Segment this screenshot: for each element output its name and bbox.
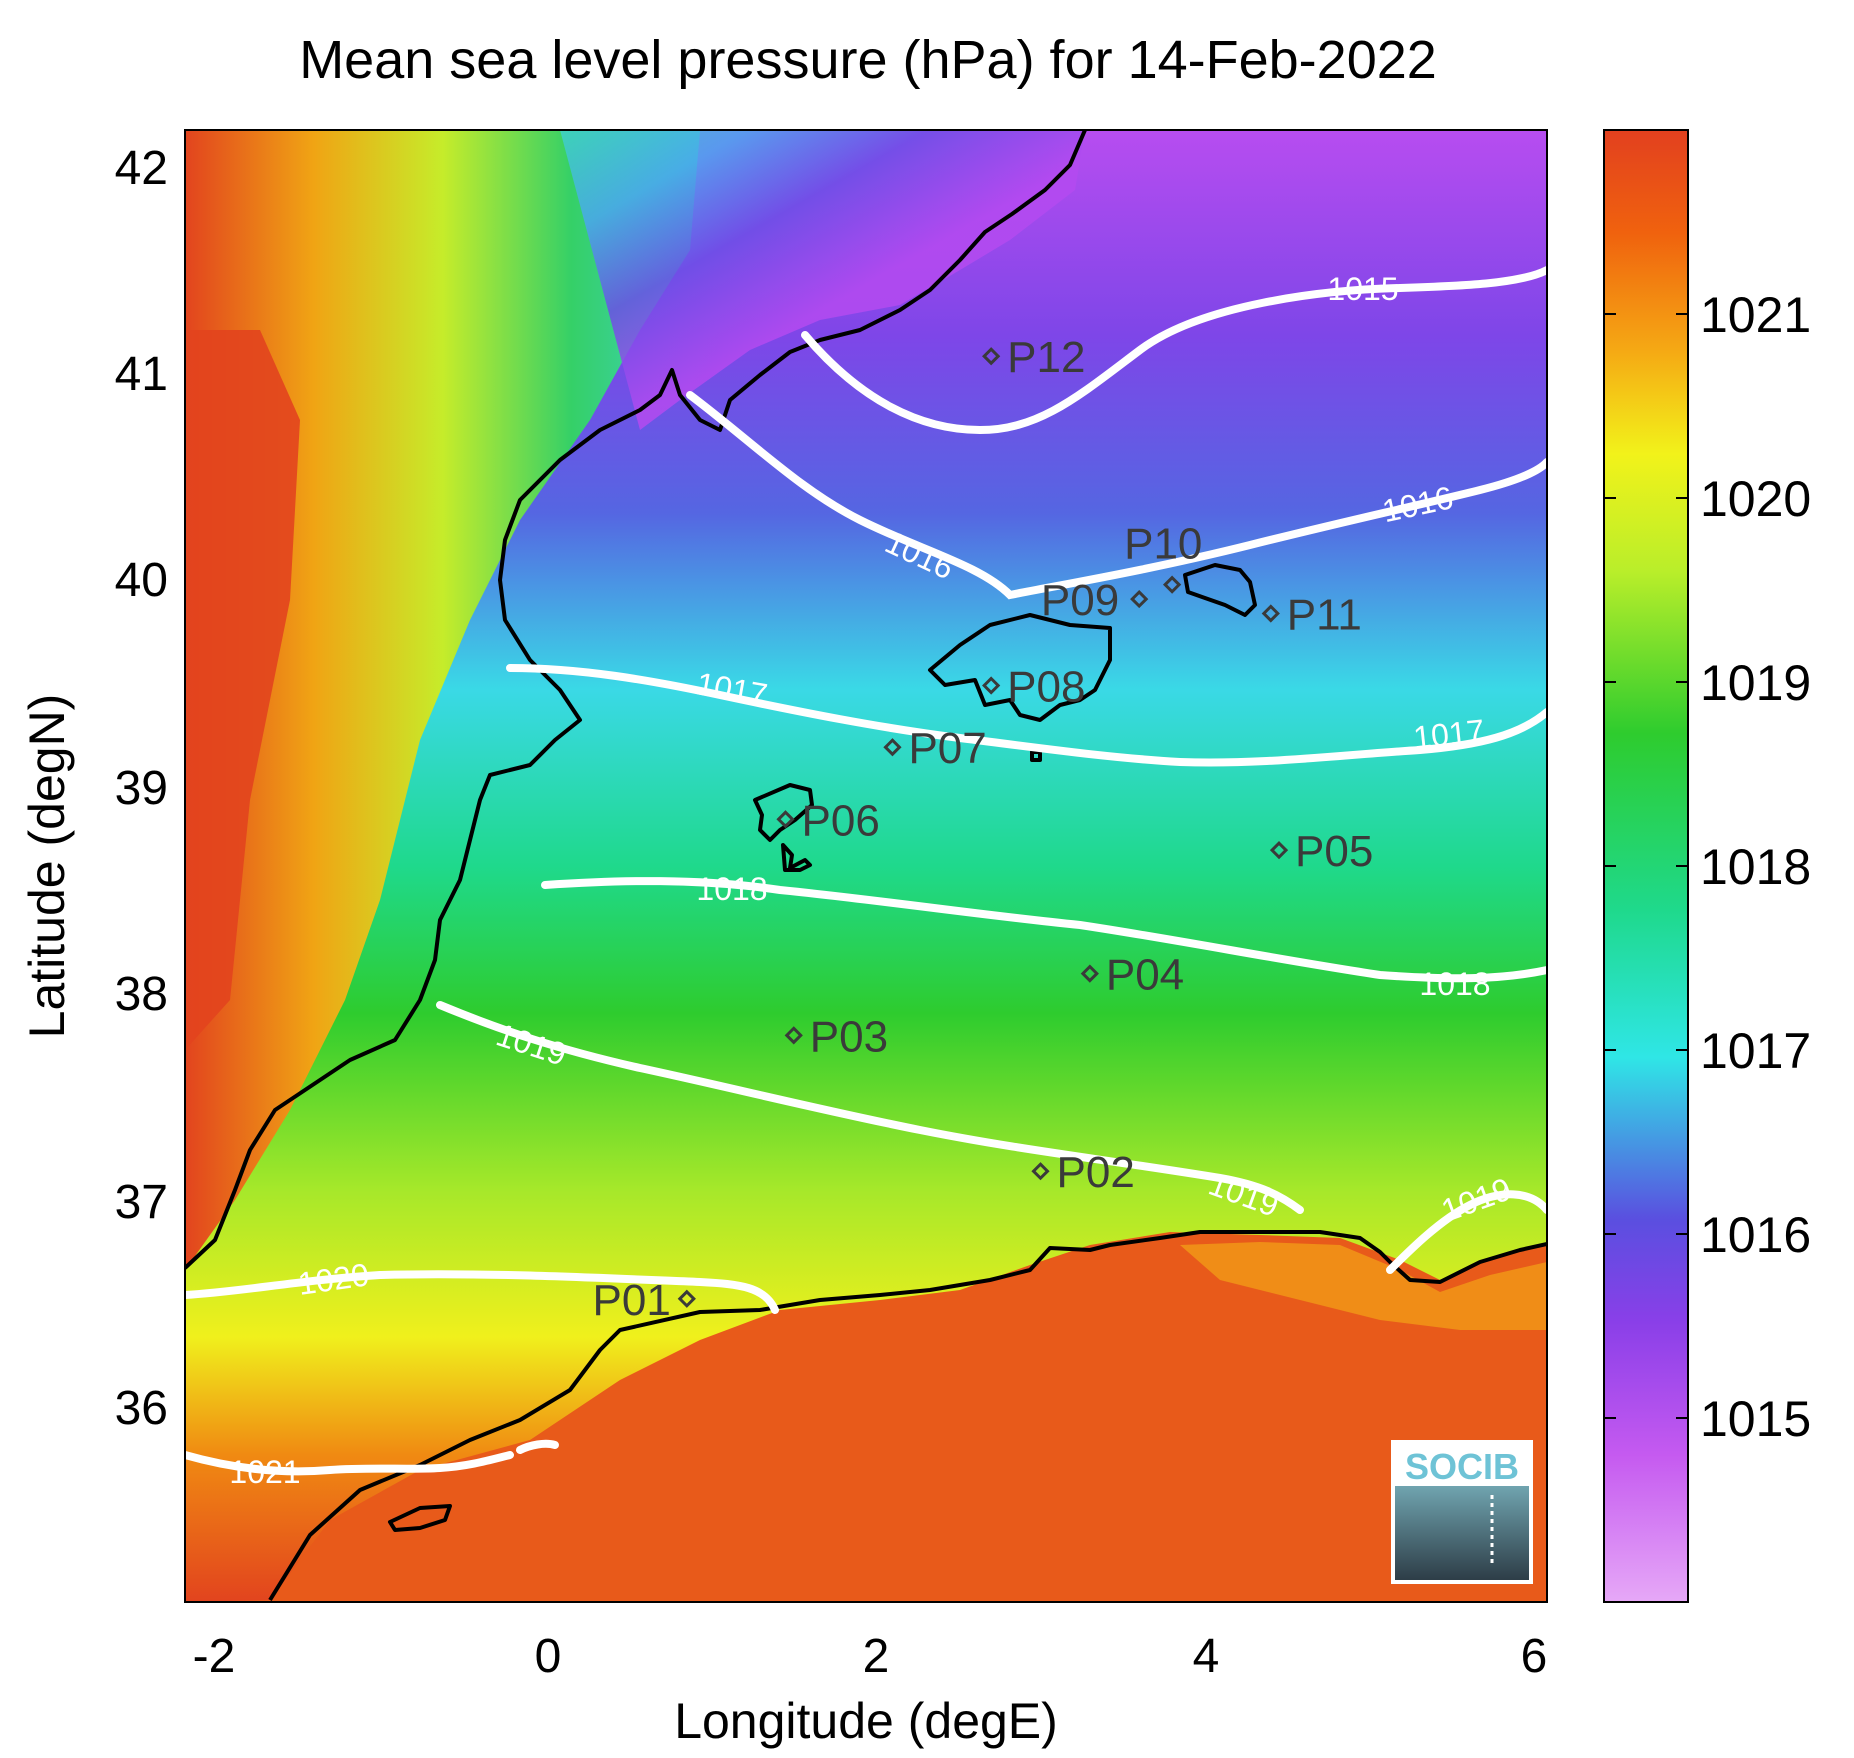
station-marker — [1080, 964, 1099, 983]
isobar-1020 — [185, 1270, 779, 1314]
chart-title: Mean sea level pressure (hPa) for 14-Feb… — [299, 30, 1437, 90]
iberia-land — [185, 130, 700, 1270]
x-tick-label: -2 — [193, 1630, 236, 1683]
socib-logo: SOCIB — [1391, 1440, 1533, 1584]
isobar-label-1021: 1021 — [229, 1454, 300, 1490]
formentera-island — [781, 843, 812, 872]
colorbar-tick-label: 1021 — [1700, 287, 1811, 343]
y-tick-label: 38 — [115, 968, 168, 1021]
station-marker — [1162, 575, 1182, 594]
station-label: P10 — [1124, 520, 1202, 569]
x-tick-label: 2 — [863, 1630, 890, 1683]
africa-coastline — [268, 1230, 1547, 1602]
isobar-1021 — [185, 1451, 514, 1476]
menorca-island — [1183, 563, 1257, 617]
station-label: P07 — [908, 724, 986, 773]
station-label: P11 — [1287, 590, 1362, 639]
station-label: P06 — [802, 796, 880, 845]
isobar-1021-east — [516, 1439, 559, 1454]
station-label: P04 — [1106, 951, 1184, 1000]
isobar-1018 — [541, 877, 1547, 983]
station-label: P05 — [1295, 827, 1373, 876]
station-label: P01 — [593, 1276, 671, 1325]
station-marker — [982, 676, 1001, 695]
iberia-coastline — [185, 130, 1087, 1270]
y-tick-label: 36 — [115, 1382, 168, 1435]
station-marker — [1269, 841, 1289, 860]
y-tick-label: 39 — [115, 762, 168, 815]
station-marker — [982, 347, 1001, 366]
x-axis: -2 0 2 4 6 — [193, 1630, 1548, 1683]
x-tick-label: 4 — [1193, 1630, 1220, 1683]
y-tick-label: 41 — [115, 348, 168, 401]
station-marker — [784, 1026, 803, 1045]
africa-land — [185, 1232, 1547, 1602]
isobar-1015 — [801, 266, 1547, 435]
station-label: P03 — [810, 1012, 888, 1061]
socib-logo-text: SOCIB — [1405, 1446, 1519, 1487]
station-marker — [1031, 1162, 1050, 1181]
station-label: P09 — [1041, 576, 1119, 625]
iberia-interior — [185, 330, 300, 1050]
colorbar-tick-label: 1015 — [1700, 1391, 1811, 1447]
colorbar-tick-label: 1016 — [1700, 1207, 1811, 1263]
colorbar-bar — [1603, 129, 1689, 1603]
y-tick-label: 37 — [115, 1176, 168, 1229]
station-marker — [776, 810, 795, 829]
y-axis-label: Latitude (degN) — [19, 694, 75, 1039]
x-axis-label: Longitude (degE) — [674, 1693, 1058, 1749]
station-marker — [1130, 589, 1149, 609]
socib-logo-top — [1395, 1444, 1529, 1486]
y-tick-label: 42 — [115, 142, 168, 195]
colorbar-ticks: 1015 1016 1017 1018 1019 1020 1021 — [1604, 287, 1811, 1447]
colorbar: 1015 1016 1017 1018 1019 1020 1021 — [1603, 129, 1811, 1603]
y-axis: 42 41 40 39 38 37 36 — [115, 142, 168, 1435]
station-label: P02 — [1057, 1148, 1135, 1197]
isobar-label-1018-east: 1018 — [1419, 966, 1490, 1002]
colorbar-tick-label: 1019 — [1700, 655, 1811, 711]
colorbar-tick-label: 1018 — [1700, 839, 1811, 895]
isobar-label-1015: 1015 — [1327, 271, 1398, 307]
mallorca-island — [928, 613, 1112, 722]
isobar-1019-east — [1386, 1190, 1547, 1274]
map-frame — [184, 129, 1548, 1603]
isobar-1017 — [506, 664, 1547, 767]
x-tick-label: 0 — [535, 1630, 562, 1683]
map-area: 1015 1016 1016 1017 1017 1018 1018 1019 … — [185, 130, 1547, 1602]
isobar-label-1018-west: 1018 — [696, 871, 767, 907]
colorbar-tick-label: 1017 — [1700, 1023, 1811, 1079]
station-marker — [883, 738, 902, 757]
station-label: P08 — [1007, 663, 1085, 712]
colorbar-tick-label: 1020 — [1700, 471, 1811, 527]
station-marker — [677, 1289, 696, 1308]
station-marker — [1261, 604, 1280, 623]
catalonia-land — [560, 130, 1085, 430]
cabrera-island — [1030, 750, 1042, 762]
africa-coast-band — [1180, 1242, 1547, 1330]
x-tick-label: 6 — [1521, 1630, 1548, 1683]
alboran-island — [388, 1504, 452, 1532]
isobar-1019 — [436, 1001, 1304, 1214]
isobar-label-1017-east: 1017 — [1412, 712, 1487, 755]
isobar-1016 — [686, 391, 1547, 600]
station-label: P12 — [1007, 333, 1085, 382]
y-tick-label: 40 — [115, 554, 168, 607]
